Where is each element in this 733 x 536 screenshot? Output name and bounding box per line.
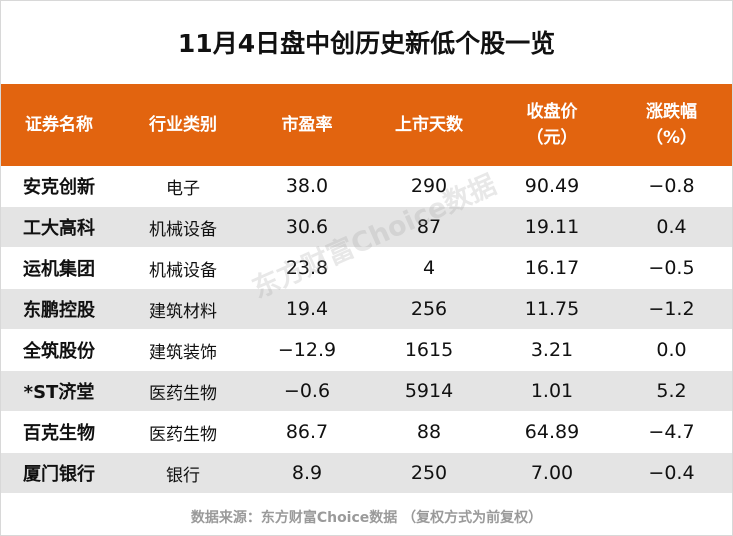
cell-change-pct: 5.2 <box>611 370 732 412</box>
cell-security-name: 厦门银行 <box>1 452 117 494</box>
cell-change-pct: −4.7 <box>611 411 732 453</box>
cell-security-name: 运机集团 <box>1 247 117 289</box>
cell-industry: 医药生物 <box>117 411 249 453</box>
cell-listed-days: 256 <box>365 288 493 330</box>
table-row: 东鹏控股 建筑材料 19.4 256 11.75 −1.2 <box>1 288 732 330</box>
cell-pe-ratio: 19.4 <box>249 288 365 330</box>
cell-listed-days: 5914 <box>365 370 493 412</box>
cell-change-pct: 0.0 <box>611 329 732 371</box>
table-row: 全筑股份 建筑装饰 −12.9 1615 3.21 0.0 <box>1 329 732 371</box>
cell-change-pct: 0.4 <box>611 206 732 248</box>
cell-change-pct: −0.8 <box>611 166 732 207</box>
cell-pe-ratio: 8.9 <box>249 452 365 494</box>
cell-industry: 机械设备 <box>117 206 249 248</box>
cell-listed-days: 1615 <box>365 329 493 371</box>
cell-industry: 银行 <box>117 452 249 494</box>
table-row: 运机集团 机械设备 23.8 4 16.17 −0.5 <box>1 247 732 289</box>
cell-pe-ratio: 30.6 <box>249 206 365 248</box>
cell-listed-days: 87 <box>365 206 493 248</box>
cell-change-pct: −0.4 <box>611 452 732 494</box>
cell-industry: 建筑装饰 <box>117 329 249 371</box>
cell-listed-days: 88 <box>365 411 493 453</box>
cell-pe-ratio: −12.9 <box>249 329 365 371</box>
header-pe-ratio: 市盈率 <box>249 84 365 166</box>
cell-close-price: 3.21 <box>493 329 611 371</box>
table-row: 厦门银行 银行 8.9 250 7.00 −0.4 <box>1 452 732 494</box>
cell-industry: 机械设备 <box>117 247 249 289</box>
stock-table: 证券名称 行业类别 市盈率 上市天数 收盘价 （元） 涨跌幅 （%） 安克创新电… <box>1 84 732 494</box>
cell-pe-ratio: 38.0 <box>249 166 365 207</box>
header-industry: 行业类别 <box>117 84 249 166</box>
cell-industry: 医药生物 <box>117 370 249 412</box>
table-title: 11月4日盘中创历史新低个股一览 <box>177 29 556 58</box>
table-row: 百克生物 医药生物 86.7 88 64.89 −4.7 <box>1 411 732 453</box>
cell-pe-ratio: −0.6 <box>249 370 365 412</box>
header-close-price: 收盘价 （元） <box>493 84 611 166</box>
cell-pe-ratio: 23.8 <box>249 247 365 289</box>
cell-listed-days: 290 <box>365 166 493 207</box>
header-change-pct: 涨跌幅 （%） <box>611 84 732 166</box>
header-listed-days: 上市天数 <box>365 84 493 166</box>
cell-industry: 电子 <box>117 166 249 207</box>
cell-close-price: 19.11 <box>493 206 611 248</box>
header-row: 证券名称 行业类别 市盈率 上市天数 收盘价 （元） 涨跌幅 （%） <box>1 84 732 166</box>
cell-security-name: 工大高科 <box>1 206 117 248</box>
header-security-name: 证券名称 <box>1 84 117 166</box>
cell-industry: 建筑材料 <box>117 288 249 330</box>
cell-close-price: 64.89 <box>493 411 611 453</box>
cell-security-name: 百克生物 <box>1 411 117 453</box>
cell-close-price: 1.01 <box>493 370 611 412</box>
cell-listed-days: 250 <box>365 452 493 494</box>
cell-close-price: 16.17 <box>493 247 611 289</box>
data-source-note: 数据来源：东方财富Choice数据 （复权方式为前复权） <box>190 510 543 526</box>
cell-close-price: 90.49 <box>493 166 611 207</box>
cell-security-name: 全筑股份 <box>1 329 117 371</box>
cell-security-name: 东鹏控股 <box>1 288 117 330</box>
cell-change-pct: −0.5 <box>611 247 732 289</box>
cell-pe-ratio: 86.7 <box>249 411 365 453</box>
table-row: 安克创新 电子 38.0 290 90.49 −0.8 <box>1 166 732 207</box>
cell-close-price: 11.75 <box>493 288 611 330</box>
cell-security-name: *ST济堂 <box>1 370 117 412</box>
table-row: *ST济堂 医药生物 −0.6 5914 1.01 5.2 <box>1 370 732 412</box>
table-row: 工大高科 机械设备 30.6 87 19.11 0.4 <box>1 206 732 248</box>
cell-change-pct: −1.2 <box>611 288 732 330</box>
cell-security-name: 安克创新 <box>1 166 117 207</box>
cell-listed-days: 4 <box>365 247 493 289</box>
cell-close-price: 7.00 <box>493 452 611 494</box>
